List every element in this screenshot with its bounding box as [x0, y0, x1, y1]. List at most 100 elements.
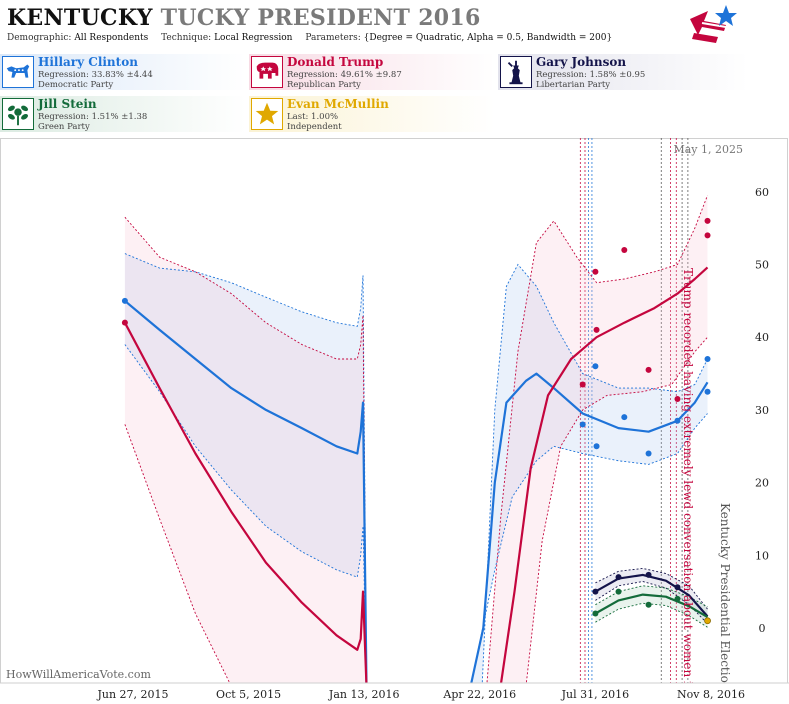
donald-trump-lower-bound — [525, 336, 708, 687]
hillary-clinton-poll-point — [621, 414, 628, 421]
jill-stein-trend-line — [594, 593, 709, 619]
hillary-clinton-poll-point — [593, 443, 600, 450]
param-parameters-key: Parameters: — [305, 33, 361, 43]
gary-johnson-poll-point — [645, 571, 652, 578]
donkey-icon — [2, 56, 34, 88]
watermark: HowWillAmericaVote.com — [6, 668, 151, 681]
x-tick-label: Jul 31, 2016 — [561, 688, 630, 701]
donald-trump-poll-point — [704, 232, 711, 239]
x-tick-label: Jun 27, 2015 — [96, 688, 168, 701]
x-tick-label: Jan 13, 2016 — [328, 688, 400, 701]
candidate-regression: Regression: 33.83% ±4.44 — [38, 70, 153, 80]
hillary-clinton-trend-line — [124, 300, 368, 687]
parameters-line: Demographic: All Respondents Technique: … — [7, 33, 622, 43]
gary-johnson-poll-point — [592, 588, 599, 595]
donald-trump-upper-bound — [124, 216, 367, 687]
candidate-name: Donald Trump — [287, 55, 384, 69]
param-demographic-key: Demographic: — [7, 33, 72, 43]
candidate-name: Gary Johnson — [536, 55, 627, 69]
candidate-regression: Regression: 49.61% ±9.87 — [287, 70, 402, 80]
y-tick-label: 50 — [755, 259, 769, 272]
hillary-clinton-poll-point — [674, 417, 681, 424]
hillary-clinton-poll-point — [704, 388, 711, 395]
candidate-name: Evan McMullin — [287, 97, 389, 111]
hillary-clinton-upper-bound — [124, 253, 367, 687]
donald-trump-poll-point — [593, 326, 600, 333]
polling-chart: Trump recorded having extremely lewd con… — [0, 138, 789, 704]
gary-johnson-trend-line — [594, 573, 709, 618]
candidate-card-trump[interactable]: Donald Trump Regression: 49.61% ±9.87 Re… — [249, 54, 495, 90]
candidate-party: Republican Party — [287, 80, 361, 90]
hillary-clinton-poll-point — [704, 356, 711, 363]
date-label: May 1, 2025 — [673, 143, 743, 156]
jill-stein-confidence-band — [595, 585, 708, 628]
x-tick-label: Nov 8, 2016 — [677, 688, 745, 701]
hillary-clinton-poll-point — [121, 297, 128, 304]
site-logo-icon — [690, 5, 737, 43]
jill-stein-poll-point — [615, 588, 622, 595]
y-tick-label: 60 — [755, 186, 769, 199]
statue-of-liberty-icon — [500, 56, 532, 88]
title-rest: TUCKY PRESIDENT 2016 — [160, 5, 481, 31]
candidate-card-clinton[interactable]: Hillary Clinton Regression: 33.83% ±4.44… — [0, 54, 246, 90]
candidate-regression: Regression: 1.51% ±1.38 — [38, 112, 148, 122]
jill-stein-poll-point — [592, 610, 599, 617]
chart-frame — [0, 138, 788, 704]
gary-johnson-poll-point — [615, 574, 622, 581]
param-parameters-value: {Degree = Quadratic, Alpha = 0.5, Bandwi… — [363, 33, 613, 43]
jill-stein-poll-point — [674, 595, 681, 602]
gary-johnson-poll-point — [674, 584, 681, 591]
donald-trump-poll-point — [645, 366, 652, 373]
y-tick-label: 30 — [755, 404, 769, 417]
candidate-name: Hillary Clinton — [38, 55, 138, 69]
hillary-clinton-confidence-band — [124, 253, 367, 687]
page-title: KENTUCKY TUCKY PRESIDENT 2016 — [7, 5, 481, 31]
candidate-party: Green Party — [38, 122, 90, 132]
donald-trump-poll-point — [579, 381, 586, 388]
candidate-card-johnson[interactable]: Gary Johnson Regression: 1.58% ±0.95 Lib… — [498, 54, 748, 90]
candidate-card-stein[interactable]: Jill Stein Regression: 1.51% ±1.38 Green… — [0, 96, 246, 132]
param-demographic-value: All Respondents — [74, 33, 149, 43]
gary-johnson-upper-bound — [595, 567, 708, 610]
jill-stein-poll-point — [645, 601, 652, 608]
title-state: KENTUCKY — [7, 5, 153, 31]
y-tick-label: 0 — [759, 622, 766, 635]
candidate-last: Last: 1.00% — [287, 112, 339, 122]
hillary-clinton-upper-bound — [481, 263, 708, 687]
candidate-party: Democratic Party — [38, 80, 114, 90]
donald-trump-upper-bound — [486, 195, 708, 687]
evan-mcmullin-poll-point — [704, 617, 711, 625]
candidate-party: Independent — [287, 122, 342, 132]
donald-trump-trend-line — [499, 266, 709, 687]
hillary-clinton-lower-bound — [470, 413, 708, 687]
param-technique-key: Technique: — [161, 33, 212, 43]
x-tick-label: Apr 22, 2016 — [442, 688, 516, 701]
donald-trump-confidence-band — [486, 195, 708, 687]
y-tick-label: 10 — [755, 549, 769, 562]
donald-trump-poll-point — [704, 217, 711, 224]
candidate-card-mcmullin[interactable]: Evan McMullin Last: 1.00% Independent — [249, 96, 495, 132]
donald-trump-poll-point — [674, 395, 681, 402]
annotation-1: Kentucky Presidential Election — [718, 503, 732, 691]
y-tick-label: 40 — [755, 331, 769, 344]
hillary-clinton-confidence-band — [470, 264, 708, 687]
donald-trump-poll-point — [621, 246, 628, 253]
star-icon — [251, 98, 283, 130]
candidate-regression: Regression: 1.58% ±0.95 — [536, 70, 646, 80]
elephant-icon — [251, 56, 283, 88]
param-technique-value: Local Regression — [214, 33, 293, 43]
donald-trump-confidence-band — [124, 217, 367, 687]
hillary-clinton-poll-point — [645, 450, 652, 457]
x-tick-label: Oct 5, 2015 — [216, 688, 281, 701]
candidate-party: Libertarian Party — [536, 80, 611, 90]
annotation-0: Trump recorded having extremely lewd con… — [681, 268, 695, 704]
donald-trump-poll-point — [592, 268, 599, 275]
leaf-icon — [2, 98, 34, 130]
hillary-clinton-poll-point — [592, 363, 599, 370]
candidate-name: Jill Stein — [38, 97, 97, 111]
gary-johnson-confidence-band — [595, 568, 708, 624]
donald-trump-trend-line — [123, 322, 368, 687]
y-tick-label: 20 — [755, 477, 769, 490]
x-axis-band — [0, 683, 789, 704]
hillary-clinton-poll-point — [579, 421, 586, 428]
